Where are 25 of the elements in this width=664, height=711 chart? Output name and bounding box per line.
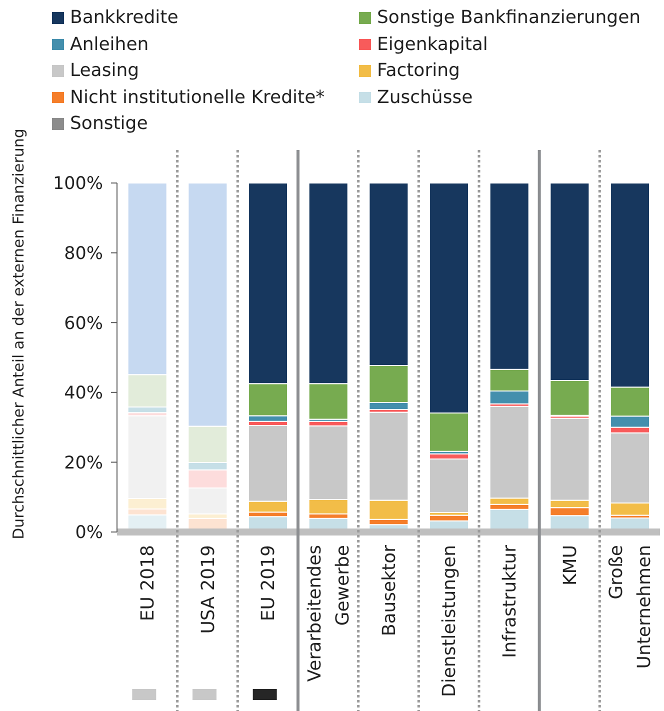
y-tick-label: 0% (75, 523, 103, 544)
x-tick-label: USA 2019 (198, 545, 219, 634)
x-tick-label: Große Unternehmen (606, 545, 656, 669)
x-tick-label: Dienstleistungen (439, 545, 460, 698)
legend-label: Factoring (377, 59, 460, 83)
x-tick-label: EU 2019 (258, 545, 280, 622)
y-tick-label: 20% (64, 453, 103, 474)
legend-label: Anleihen (70, 32, 149, 56)
legend-label: Leasing (70, 59, 140, 83)
x-tick-label: EU 2018 (137, 545, 158, 622)
y-tick-label: 80% (64, 244, 103, 264)
legend-label: Bankkredite (70, 6, 178, 30)
x-tick-label: Infrastruktur (499, 544, 520, 658)
legend-label: Sonstige (70, 112, 148, 136)
y-axis-title: Durchschnittlicher Anteil an der externen Finanzierung (9, 128, 28, 540)
y-tick-label: 40% (64, 384, 103, 404)
legend-label: Sonstige Bankfinanzierungen (377, 6, 641, 30)
x-tick-label: KMU (560, 545, 581, 586)
legend-label: Eigenkapital (377, 32, 488, 56)
legend-label: Zuschüsse (377, 86, 473, 110)
y-tick-label: 100% (52, 174, 103, 194)
x-tick-label: Verarbeitendes Gewerbe (304, 545, 354, 682)
y-tick-label: 60% (64, 314, 103, 334)
legend-label: Nicht institutionelle Kredite* (70, 86, 325, 110)
x-tick-label: Bausektor (378, 544, 400, 636)
